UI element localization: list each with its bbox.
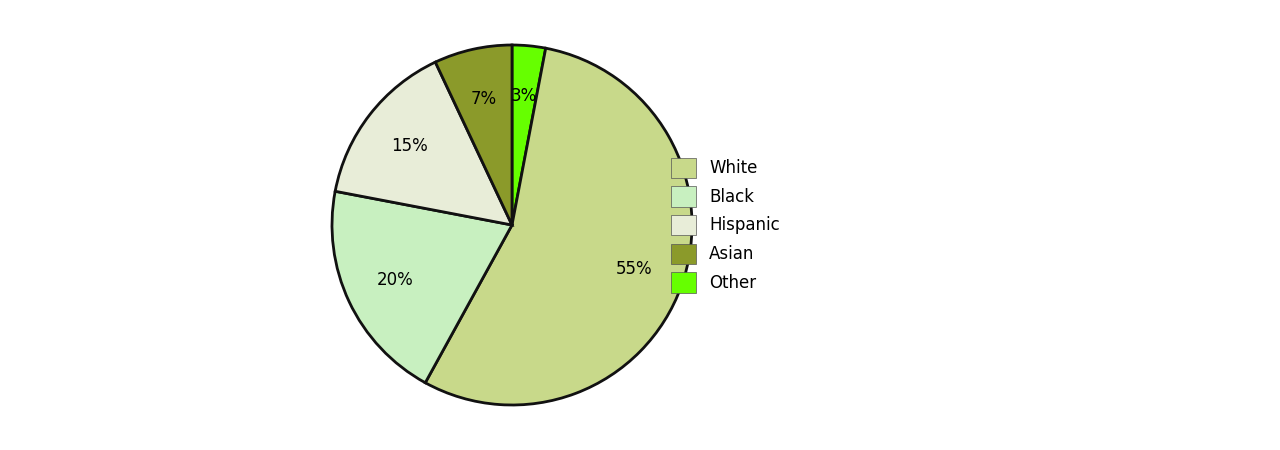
Text: 7%: 7%: [471, 90, 497, 108]
Text: 15%: 15%: [392, 136, 428, 154]
Wedge shape: [435, 45, 512, 225]
Text: 55%: 55%: [616, 260, 653, 278]
Wedge shape: [335, 62, 512, 225]
Legend: White, Black, Hispanic, Asian, Other: White, Black, Hispanic, Asian, Other: [664, 151, 787, 299]
Wedge shape: [512, 45, 545, 225]
Text: 20%: 20%: [376, 271, 413, 289]
Text: 3%: 3%: [511, 87, 538, 105]
Wedge shape: [425, 48, 692, 405]
Wedge shape: [332, 191, 512, 383]
